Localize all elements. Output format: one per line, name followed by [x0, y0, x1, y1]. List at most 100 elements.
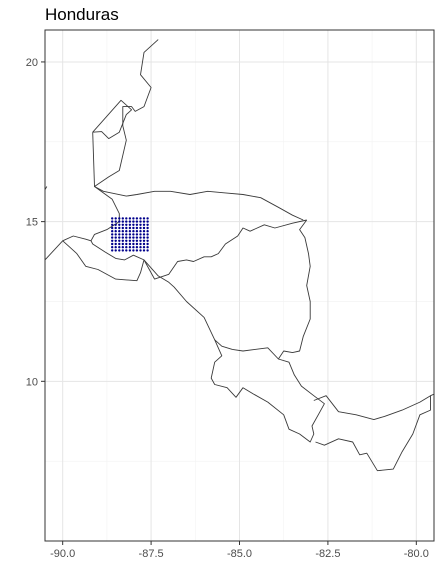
grid-point: [135, 226, 139, 230]
grid-point: [132, 226, 135, 230]
grid-point: [114, 236, 117, 239]
grid-point: [135, 236, 139, 239]
grid-point: [111, 236, 114, 239]
grid-point: [142, 226, 146, 230]
grid-point: [114, 246, 117, 249]
grid-point: [139, 239, 142, 242]
country-borders: [45, 39, 434, 472]
grid-point: [142, 236, 146, 239]
grid-point: [135, 246, 139, 249]
grid-point: [146, 217, 149, 220]
grid-point: [128, 226, 132, 230]
grid-point: [142, 223, 146, 226]
x-tick-label: -90.0: [50, 548, 75, 560]
grid-point: [128, 236, 132, 239]
grid-point: [135, 249, 139, 252]
grid-point: [111, 220, 114, 223]
grid-point: [132, 220, 135, 223]
grid-point: [114, 220, 117, 223]
y-tick-label: 20: [26, 57, 38, 69]
grid-point: [139, 242, 142, 246]
grid-point: [121, 230, 125, 233]
x-tick-label: -85.0: [227, 548, 252, 560]
grid-point: [139, 226, 142, 230]
grid-point: [125, 239, 128, 242]
grid-point: [121, 236, 125, 239]
grid-point: [125, 220, 128, 223]
grid-point: [125, 226, 128, 230]
grid-point: [125, 230, 128, 233]
y-tick-label: 15: [26, 217, 38, 229]
grid-point: [135, 223, 139, 226]
grid-point: [128, 217, 132, 220]
grid-point: [125, 223, 128, 226]
grid-point: [114, 233, 117, 236]
map-title: Honduras: [45, 5, 119, 24]
grid-point: [111, 230, 114, 233]
grid-point: [121, 220, 125, 223]
grid-point: [121, 246, 125, 249]
grid-point: [121, 242, 125, 246]
grid-point: [135, 230, 139, 233]
grid-point: [125, 233, 128, 236]
grid-point: [114, 223, 117, 226]
grid-point: [142, 230, 146, 233]
grid-point: [139, 249, 142, 252]
border-line: [313, 395, 431, 472]
grid-point: [125, 236, 128, 239]
grid-point: [111, 249, 114, 252]
grid-point: [142, 249, 146, 252]
grid-point: [132, 242, 135, 246]
x-tick-label: -82.5: [315, 548, 340, 560]
grid-point: [146, 233, 149, 236]
grid-point: [132, 230, 135, 233]
grid-point: [128, 223, 132, 226]
grid-point: [139, 220, 142, 223]
grid-point: [118, 242, 121, 246]
grid-point: [132, 217, 135, 220]
grid-point: [132, 249, 135, 252]
grid-point: [135, 242, 139, 246]
grid-point: [114, 239, 117, 242]
grid-point: [128, 220, 132, 223]
grid-point: [135, 217, 139, 220]
grid-point: [118, 217, 121, 220]
grid-point: [132, 239, 135, 242]
grid-point: [128, 239, 132, 242]
grid-point: [128, 230, 132, 233]
grid-point: [142, 239, 146, 242]
x-tick-label: -80.0: [404, 548, 429, 560]
grid-point: [139, 246, 142, 249]
grid-point: [125, 217, 128, 220]
grid-point: [139, 223, 142, 226]
grid-point: [146, 239, 149, 242]
grid-point: [125, 246, 128, 249]
grid-point: [146, 230, 149, 233]
grid-point: [135, 239, 139, 242]
grid-point: [146, 242, 149, 246]
grid-point: [132, 246, 135, 249]
grid-point: [111, 242, 114, 246]
grid-point: [142, 217, 146, 220]
grid-point: [111, 223, 114, 226]
grid-point: [146, 246, 149, 249]
grid-point: [146, 236, 149, 239]
grid-point: [111, 246, 114, 249]
border-line: [430, 393, 434, 397]
grid-point: [146, 223, 149, 226]
grid-point: [132, 236, 135, 239]
grid-point: [132, 223, 135, 226]
grid-point: [146, 220, 149, 223]
grid-point: [118, 239, 121, 242]
grid-point: [111, 239, 114, 242]
border-line: [143, 219, 311, 360]
grid-point: [121, 226, 125, 230]
grid-point: [114, 230, 117, 233]
grid-point: [128, 233, 132, 236]
grid-point: [146, 249, 149, 252]
border-line: [62, 132, 145, 282]
grid-point: [128, 242, 132, 246]
grid-point: [114, 217, 117, 220]
border-line: [90, 219, 307, 280]
